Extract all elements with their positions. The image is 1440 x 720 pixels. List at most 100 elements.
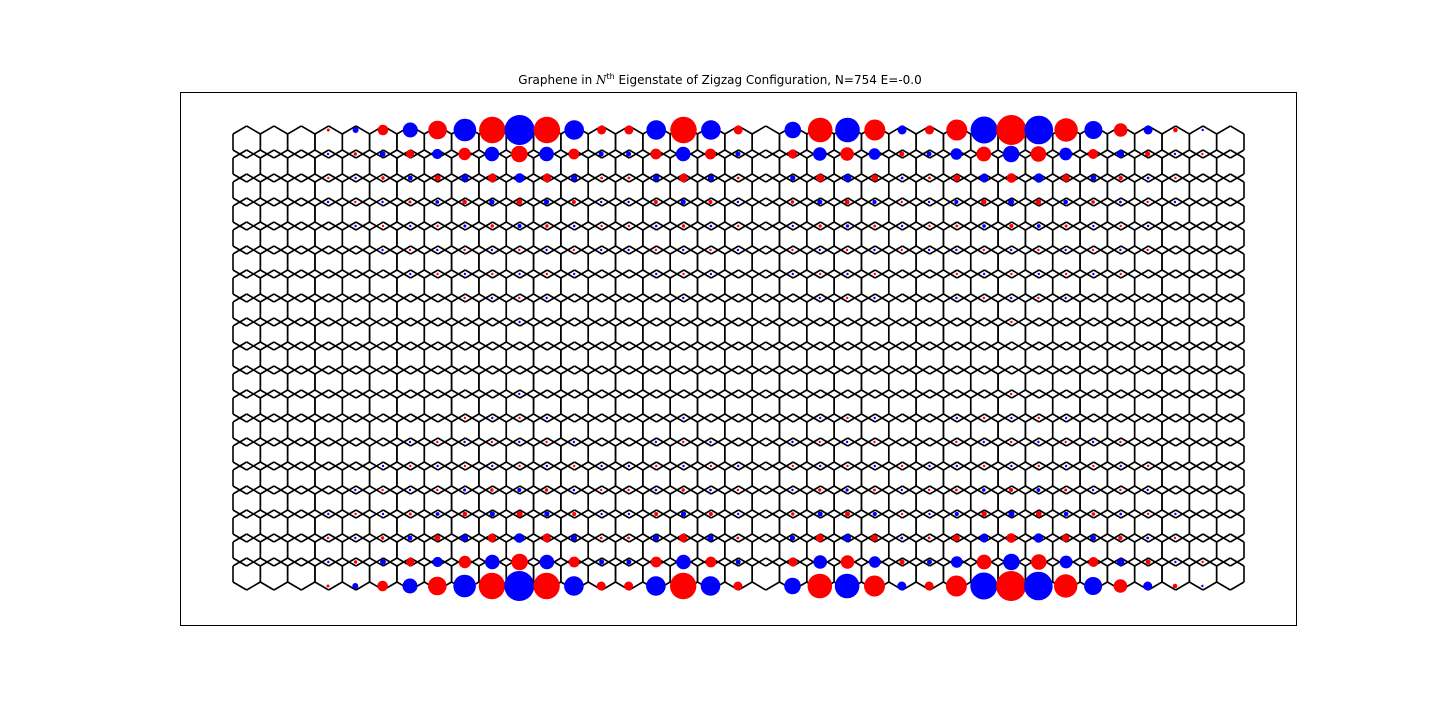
lattice-bond	[902, 461, 917, 471]
lattice-bond	[984, 461, 999, 471]
negative-amplitude-marker	[435, 200, 440, 204]
positive-amplitude-marker	[709, 464, 713, 468]
lattice-bond	[1188, 173, 1204, 183]
lattice-bond	[738, 509, 753, 519]
lattice-bond	[615, 149, 630, 159]
lattice-bond	[1079, 341, 1095, 351]
lattice-bond	[519, 293, 534, 303]
lattice-bond	[1216, 341, 1231, 351]
lattice-bond	[1147, 413, 1163, 423]
lattice-bond	[478, 221, 493, 231]
negative-amplitude-marker	[819, 464, 822, 468]
lattice-bond	[1188, 365, 1204, 375]
positive-amplitude-marker	[955, 272, 958, 276]
lattice-bond	[1188, 245, 1204, 255]
lattice-bond	[1093, 245, 1108, 255]
lattice-bond	[1175, 413, 1190, 423]
lattice-bond	[246, 413, 261, 423]
positive-amplitude-marker	[1035, 199, 1042, 205]
lattice-bond	[560, 221, 575, 231]
lattice-bond	[806, 461, 821, 471]
lattice-bond	[451, 245, 466, 255]
lattice-bond	[287, 509, 302, 519]
lattice-bond	[1065, 389, 1081, 399]
lattice-bond	[929, 341, 944, 351]
lattice-bond	[1147, 173, 1163, 183]
negative-amplitude-marker	[627, 464, 631, 468]
lattice-bond	[451, 389, 466, 399]
lattice-bond	[1106, 341, 1122, 351]
lattice-bond	[1052, 389, 1067, 399]
lattice-bond	[1079, 365, 1095, 375]
lattice-bond	[1120, 485, 1136, 495]
lattice-bond	[888, 173, 903, 183]
lattice-bond	[779, 413, 794, 423]
lattice-bond	[1175, 221, 1190, 231]
lattice-bond	[697, 317, 712, 327]
positive-amplitude-marker	[846, 416, 849, 420]
lattice-bond	[1188, 197, 1204, 207]
negative-amplitude-marker	[514, 173, 525, 183]
negative-amplitude-marker	[1024, 571, 1053, 601]
positive-amplitude-marker	[818, 488, 822, 492]
lattice-bond	[984, 389, 999, 399]
lattice-bond	[300, 245, 316, 255]
lattice-bond	[806, 221, 821, 231]
lattice-bond	[574, 245, 589, 255]
lattice-bond	[519, 221, 534, 231]
lattice-bond	[423, 221, 439, 231]
lattice-bond	[710, 269, 726, 279]
lattice-bond	[1229, 245, 1245, 255]
positive-amplitude-marker	[1146, 512, 1150, 516]
lattice-bond	[669, 269, 685, 279]
positive-amplitude-marker	[955, 440, 958, 444]
lattice-bond	[232, 293, 248, 303]
lattice-bond	[246, 533, 261, 543]
lattice-bond	[861, 317, 876, 327]
lattice-bond	[369, 269, 384, 279]
lattice-bond	[574, 413, 589, 423]
lattice-bond	[1161, 509, 1177, 519]
positive-amplitude-marker	[670, 116, 697, 144]
lattice-bond	[273, 341, 289, 351]
lattice-bond	[984, 341, 999, 351]
lattice-bond	[792, 437, 808, 447]
lattice-bond	[738, 389, 753, 399]
lattice-bond	[1216, 461, 1231, 471]
lattice-bond	[628, 485, 644, 495]
negative-amplitude-marker	[1174, 512, 1177, 516]
lattice-bond	[642, 437, 657, 447]
lattice-bond	[724, 341, 739, 351]
lattice-bond	[792, 533, 808, 543]
lattice-bond	[861, 509, 876, 519]
negative-amplitude-marker	[951, 556, 963, 568]
lattice-bond	[341, 245, 357, 255]
lattice-bond	[929, 485, 944, 495]
lattice-bond	[1134, 437, 1149, 447]
lattice-bond	[300, 581, 316, 591]
negative-amplitude-marker	[709, 224, 713, 228]
lattice-bond	[1106, 173, 1122, 183]
lattice-bond	[820, 533, 835, 543]
lattice-bond	[1120, 269, 1136, 279]
lattice-bond	[751, 125, 767, 135]
lattice-bond	[437, 389, 452, 399]
lattice-bond	[1065, 269, 1081, 279]
lattice-bond	[751, 221, 767, 231]
positive-amplitude-marker	[871, 174, 879, 182]
negative-amplitude-marker	[900, 488, 903, 492]
lattice-bond	[615, 437, 630, 447]
lattice-bond	[1106, 197, 1122, 207]
lattice-bond	[587, 509, 603, 519]
positive-amplitude-marker	[1037, 248, 1040, 252]
lattice-bond	[1202, 557, 1218, 567]
lattice-bond	[874, 413, 890, 423]
lattice-bond	[1052, 413, 1067, 423]
lattice-bond	[232, 533, 248, 543]
lattice-bond	[984, 197, 999, 207]
lattice-bond	[1120, 197, 1136, 207]
lattice-bond	[1216, 557, 1231, 567]
negative-amplitude-marker	[897, 581, 907, 591]
lattice-bond	[888, 533, 903, 543]
